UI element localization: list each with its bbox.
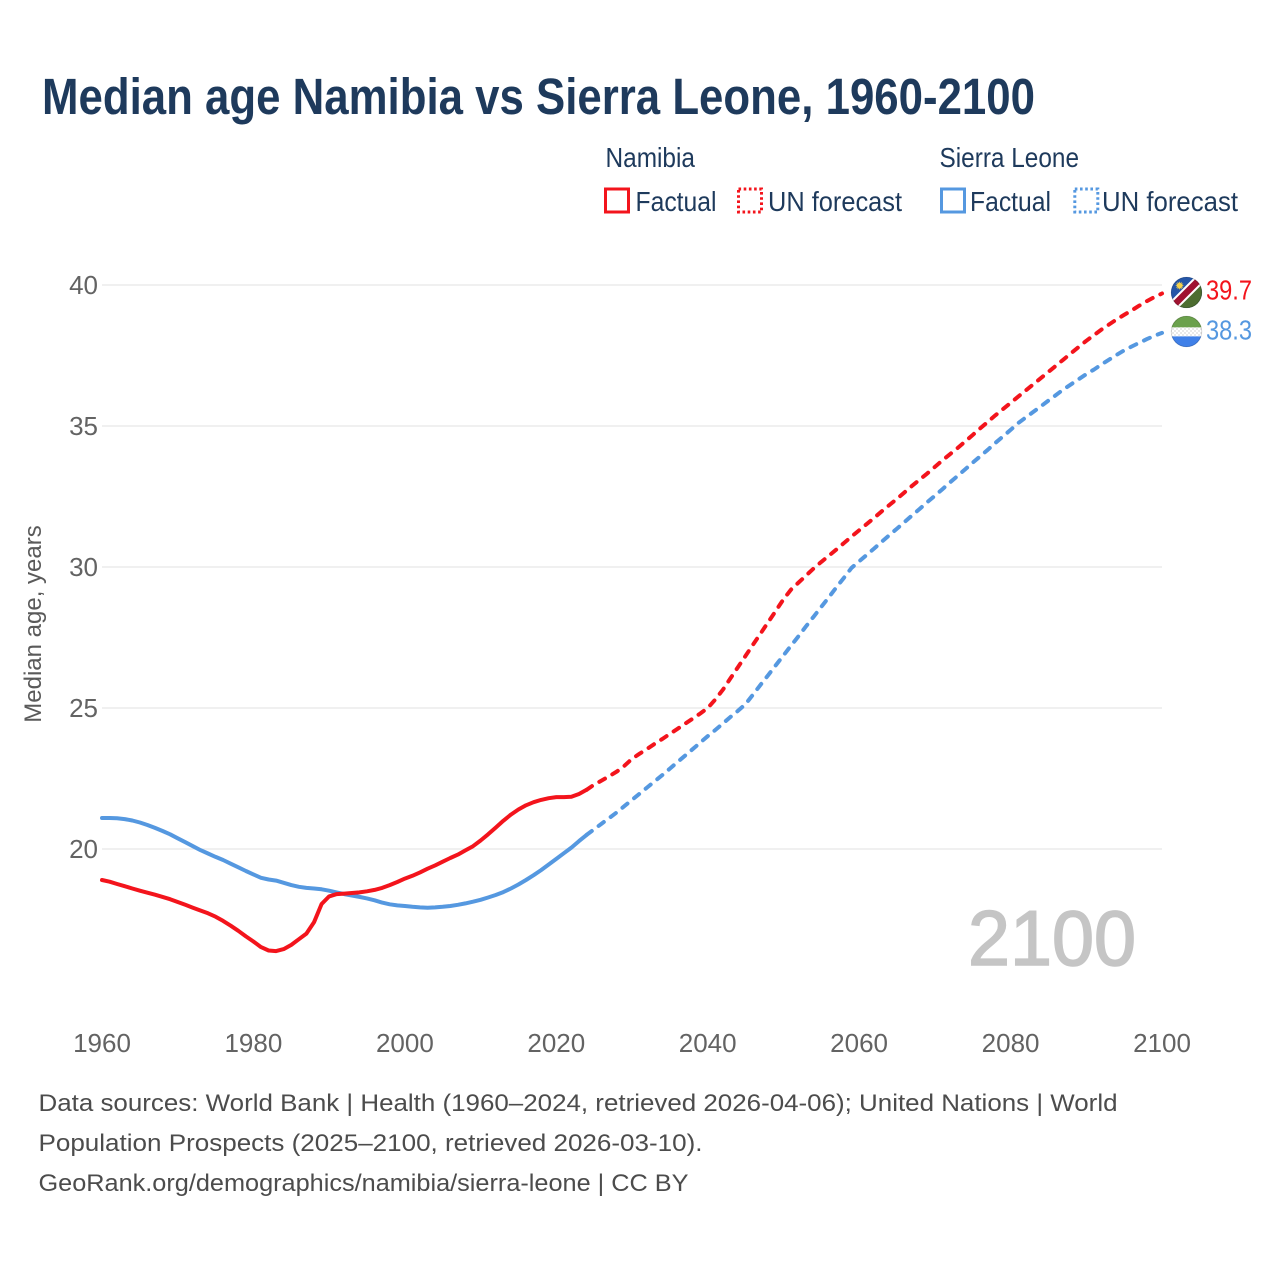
svg-text:39.7: 39.7 — [1206, 275, 1252, 306]
svg-text:2000: 2000 — [376, 1028, 434, 1058]
svg-text:2100: 2100 — [1133, 1028, 1191, 1058]
svg-text:1960: 1960 — [73, 1028, 131, 1058]
svg-text:Median age, years: Median age, years — [20, 525, 47, 722]
svg-text:Factual: Factual — [970, 186, 1051, 217]
svg-text:20: 20 — [69, 834, 98, 864]
svg-text:30: 30 — [69, 552, 98, 582]
svg-text:Median age Namibia vs Sierra L: Median age Namibia vs Sierra Leone, 1960… — [42, 68, 1035, 125]
svg-text:2080: 2080 — [982, 1028, 1040, 1058]
svg-text:UN forecast: UN forecast — [768, 186, 902, 217]
svg-text:Factual: Factual — [636, 186, 717, 217]
svg-text:Sierra Leone: Sierra Leone — [940, 142, 1080, 173]
svg-text:Namibia: Namibia — [606, 142, 696, 173]
svg-text:25: 25 — [69, 693, 98, 723]
svg-text:38.3: 38.3 — [1206, 315, 1252, 346]
svg-text:2060: 2060 — [830, 1028, 888, 1058]
svg-text:GeoRank.org/demographics/namib: GeoRank.org/demographics/namibia/sierra-… — [39, 1170, 689, 1197]
svg-text:40: 40 — [69, 270, 98, 300]
svg-text:Data sources: World Bank | Hea: Data sources: World Bank | Health (1960–… — [39, 1090, 1118, 1117]
svg-text:UN forecast: UN forecast — [1102, 186, 1238, 217]
svg-text:2040: 2040 — [679, 1028, 737, 1058]
svg-text:Population Prospects (2025–210: Population Prospects (2025–2100, retriev… — [39, 1130, 703, 1157]
svg-text:2020: 2020 — [527, 1028, 585, 1058]
svg-text:2100: 2100 — [968, 894, 1136, 982]
svg-text:35: 35 — [69, 411, 98, 441]
svg-text:1980: 1980 — [224, 1028, 282, 1058]
